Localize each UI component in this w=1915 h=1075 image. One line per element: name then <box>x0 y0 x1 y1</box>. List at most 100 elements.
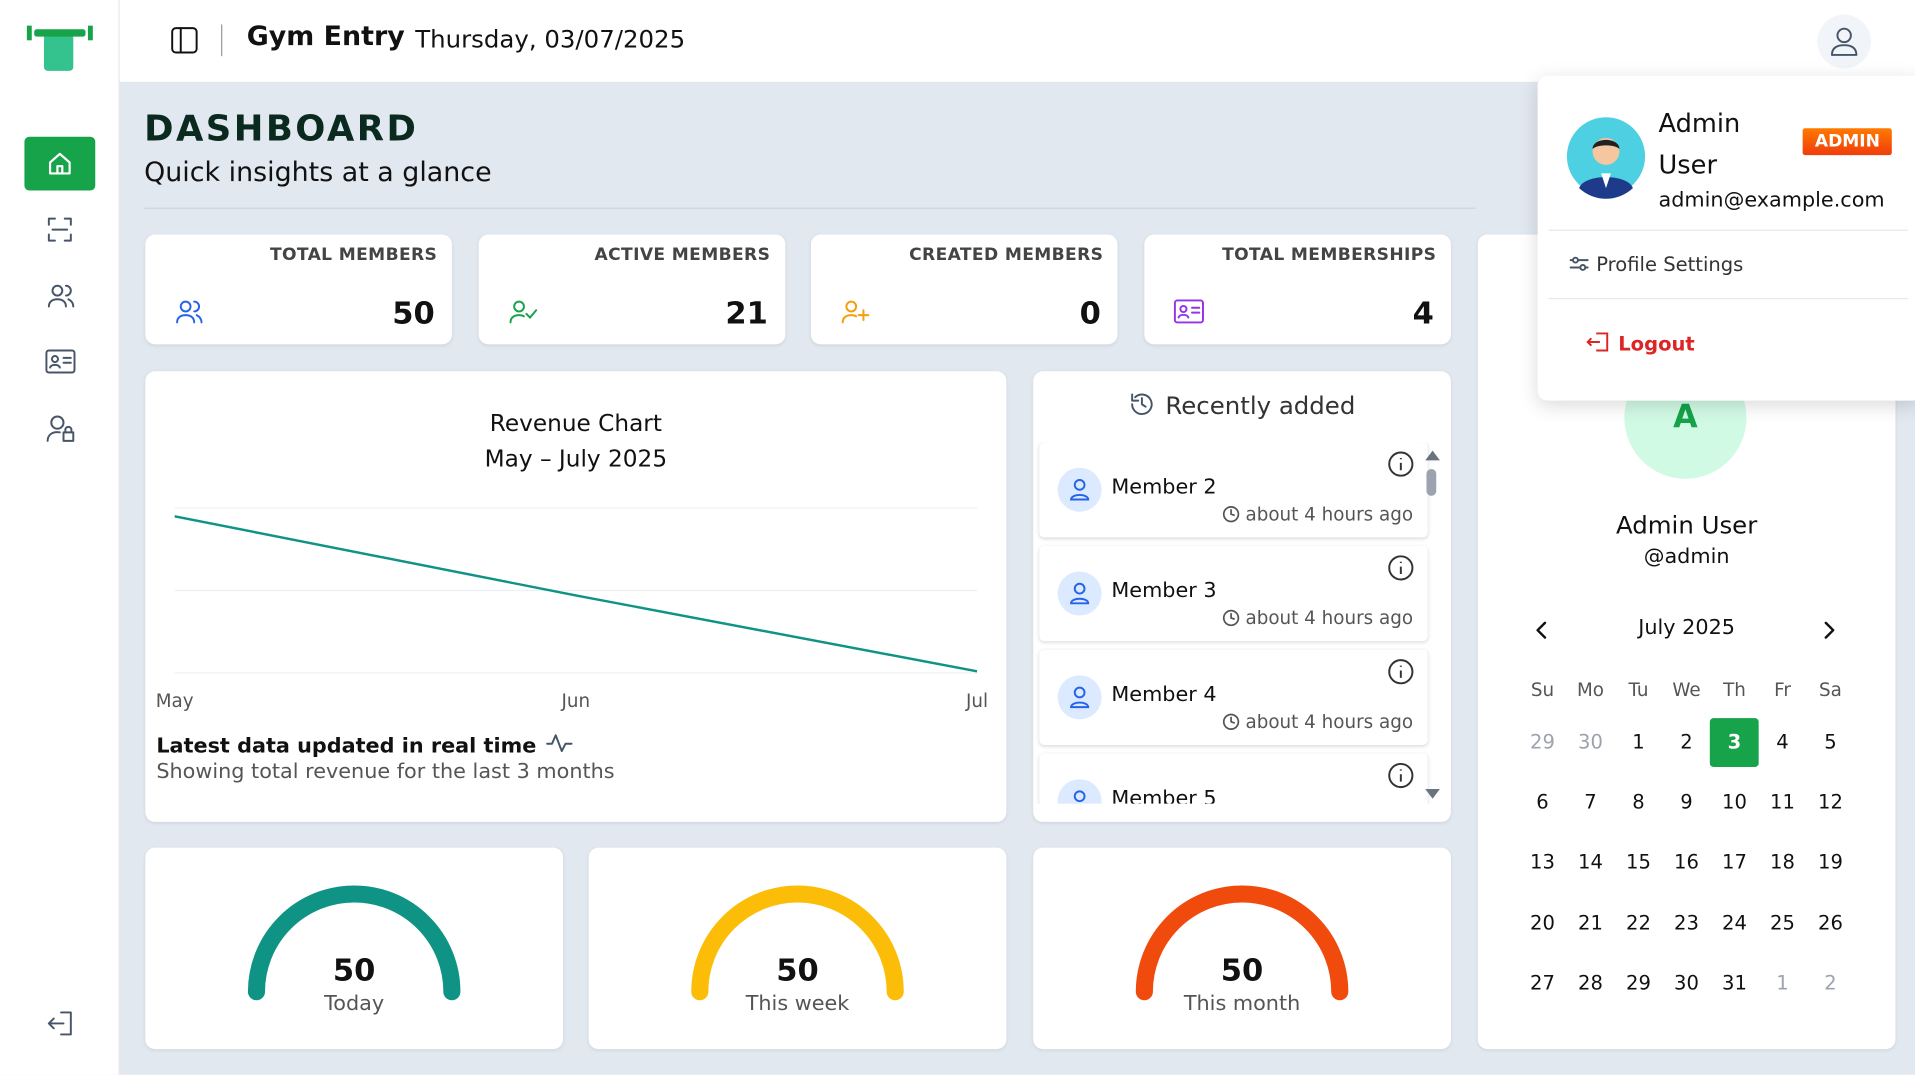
member-name: Member 4 <box>1111 682 1217 708</box>
weekday: Sa <box>1819 679 1842 702</box>
day[interactable]: 23 <box>1674 910 1699 934</box>
user-menu: Admin User ADMIN admin@example.com Profi… <box>1537 75 1915 401</box>
calendar-month: July 2025 <box>1638 615 1736 640</box>
day[interactable]: 19 <box>1818 850 1843 874</box>
day[interactable]: 2 <box>1824 970 1837 994</box>
day[interactable]: 30 <box>1578 730 1603 754</box>
day[interactable]: 28 <box>1578 970 1603 994</box>
settings-text: Profile Settings <box>1596 252 1744 277</box>
day[interactable]: 12 <box>1818 790 1843 814</box>
chart-note: Latest data updated in real time <box>156 733 573 758</box>
day[interactable]: 18 <box>1770 850 1795 874</box>
revenue-card: Revenue Chart May – July 2025 May Jun Jul … <box>145 371 1007 822</box>
day[interactable]: 29 <box>1626 970 1651 994</box>
gauge-arc <box>247 885 461 1001</box>
x-tick-label: Jul <box>965 691 988 712</box>
member-name: Member 2 <box>1111 475 1217 500</box>
gauge-label: This month <box>1183 991 1301 1017</box>
stat-label: TOTAL MEMBERS <box>269 245 438 266</box>
nav-home[interactable] <box>24 136 96 191</box>
day[interactable]: 26 <box>1818 910 1843 934</box>
recent-header: Recently added <box>1033 391 1451 420</box>
stat-card: CREATED MEMBERS 0 <box>811 234 1118 345</box>
gauge-value: 50 <box>332 952 376 989</box>
stat-value: 4 <box>1412 295 1434 331</box>
weekday: Mo <box>1576 679 1605 702</box>
day-selected[interactable]: 3 <box>1710 718 1759 767</box>
page-subtitle: Quick insights at a glance <box>144 157 492 189</box>
day[interactable]: 2 <box>1680 730 1693 754</box>
gauge <box>247 885 461 1001</box>
x-tick-label: May <box>156 691 194 712</box>
day[interactable]: 11 <box>1770 790 1795 814</box>
day[interactable]: 24 <box>1722 910 1747 934</box>
day[interactable]: 1 <box>1776 970 1789 994</box>
chart-title: Revenue Chart <box>489 410 662 438</box>
day[interactable]: 6 <box>1536 790 1549 814</box>
stat-icon <box>175 298 207 332</box>
member-time: about 4 hours ago <box>1222 503 1413 525</box>
nav-admin[interactable] <box>46 414 75 443</box>
day[interactable]: 16 <box>1674 850 1699 874</box>
day[interactable]: 13 <box>1530 850 1555 874</box>
chart-caption: Showing total revenue for the last 3 mon… <box>156 759 615 785</box>
user-button[interactable] <box>1817 14 1872 69</box>
recent-item[interactable]: Member 2 about 4 hours ago <box>1039 442 1428 538</box>
topbar: Gym Entry Thursday, 03/07/2025 <box>119 0 1915 82</box>
info-button[interactable] <box>1387 658 1414 690</box>
gauge-arc <box>691 885 904 1001</box>
day[interactable]: 10 <box>1722 790 1747 814</box>
day[interactable]: 30 <box>1674 970 1699 994</box>
nav-logout[interactable] <box>46 1010 75 1037</box>
recent-item[interactable]: Member 4 about 4 hours ago <box>1039 649 1428 745</box>
menu-name: Admin User <box>1658 108 1741 180</box>
day[interactable]: 15 <box>1626 850 1651 874</box>
recent-title: Recently added <box>1165 390 1356 421</box>
gauge-label: This week <box>745 991 850 1017</box>
day[interactable]: 1 <box>1632 730 1645 754</box>
info-button[interactable] <box>1387 554 1414 586</box>
recent-item[interactable]: Member 5 <box>1039 753 1428 804</box>
menu-avatar <box>1566 117 1646 199</box>
day[interactable]: 4 <box>1776 730 1789 754</box>
weekday: Th <box>1723 679 1746 702</box>
day[interactable]: 20 <box>1530 910 1555 934</box>
nav-members[interactable] <box>46 282 75 309</box>
sidebar-toggle[interactable] <box>171 27 198 54</box>
day[interactable]: 22 <box>1626 910 1651 934</box>
info-button[interactable] <box>1387 762 1414 794</box>
day[interactable]: 31 <box>1722 970 1747 994</box>
day[interactable]: 17 <box>1722 850 1747 874</box>
line-series <box>174 515 978 673</box>
gauge-card: 50 Today <box>145 847 564 1050</box>
stat-card: TOTAL MEMBERS 50 <box>145 234 452 345</box>
day[interactable]: 5 <box>1824 730 1837 754</box>
info-button[interactable] <box>1387 451 1414 483</box>
day[interactable]: 21 <box>1578 910 1603 934</box>
stat-card: ACTIVE MEMBERS 21 <box>478 234 785 345</box>
menu-email: admin@example.com <box>1658 188 1885 213</box>
logo <box>26 25 93 71</box>
role-badge: ADMIN <box>1802 128 1893 156</box>
page-title: DASHBOARD <box>144 107 419 149</box>
day[interactable]: 14 <box>1578 850 1603 874</box>
day[interactable]: 8 <box>1632 790 1645 814</box>
day[interactable]: 27 <box>1530 970 1555 994</box>
prev-month[interactable] <box>1534 620 1549 640</box>
recent-item[interactable]: Member 3 about 4 hours ago <box>1039 545 1428 642</box>
profile-settings[interactable]: Profile Settings <box>1569 253 1743 276</box>
stat-icon <box>1174 298 1206 332</box>
next-month[interactable] <box>1822 620 1837 640</box>
app-name: Gym Entry <box>246 21 405 53</box>
line-chart: May Jun Jul <box>156 507 988 712</box>
day[interactable]: 29 <box>1530 730 1555 754</box>
profile-name: Admin User <box>1615 510 1758 540</box>
logout[interactable]: Logout <box>1586 332 1695 355</box>
day[interactable]: 7 <box>1584 790 1597 814</box>
day[interactable]: 25 <box>1770 910 1795 934</box>
nav-memberships[interactable] <box>45 349 76 374</box>
day[interactable]: 9 <box>1680 790 1693 814</box>
stat-value: 50 <box>392 295 435 331</box>
nav-scan[interactable] <box>46 216 73 243</box>
